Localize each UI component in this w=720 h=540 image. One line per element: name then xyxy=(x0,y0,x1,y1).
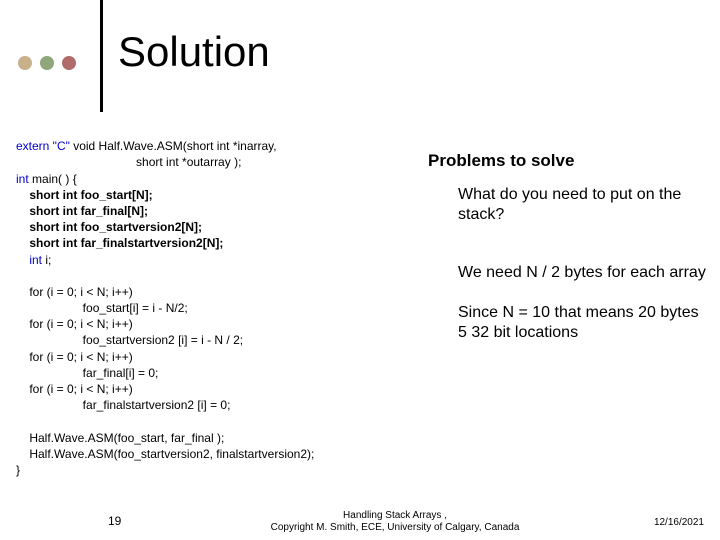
kw-int-main: int xyxy=(16,172,29,186)
title-divider xyxy=(100,0,103,112)
code-l7: short int far_finalstartversion2[N]; xyxy=(16,236,223,250)
code-forblk: for (i = 0; i < N; i++) foo_start[i] = i… xyxy=(16,285,243,412)
right-column: Problems to solve What do you need to pu… xyxy=(428,150,708,343)
problems-heading: Problems to solve xyxy=(428,150,708,171)
code-l6: short int foo_startversion2[N]; xyxy=(16,220,202,234)
bullet-1 xyxy=(18,56,32,70)
answer-2: Since N = 10 that means 20 bytes 5 32 bi… xyxy=(428,303,708,343)
slide: Solution extern "C" void Half.Wave.ASM(s… xyxy=(0,0,720,540)
bullet-3 xyxy=(62,56,76,70)
code-close: } xyxy=(16,463,20,477)
kw-int-i: int xyxy=(16,253,42,267)
code-calls: Half.Wave.ASM(foo_start, far_final ); Ha… xyxy=(16,431,314,461)
footer: 19 Handling Stack Arrays , Copyright M. … xyxy=(0,506,720,534)
footer-caption: Handling Stack Arrays , Copyright M. Smi… xyxy=(190,510,600,534)
question-text: What do you need to put on the stack? xyxy=(428,185,708,225)
footer-line2: Copyright M. Smith, ECE, University of C… xyxy=(190,522,600,534)
footer-date: 12/16/2021 xyxy=(654,517,704,528)
code-l5: short int far_final[N]; xyxy=(16,204,148,218)
page-number: 19 xyxy=(108,514,121,528)
code-l1b: void Half.Wave.ASM(short int *inarray, xyxy=(70,139,277,153)
code-l4: short int foo_start[N]; xyxy=(16,188,153,202)
answer-1: We need N / 2 bytes for each array xyxy=(428,263,708,283)
footer-line1: Handling Stack Arrays , xyxy=(190,510,600,522)
code-l8b: i; xyxy=(42,253,51,267)
slide-title: Solution xyxy=(118,28,270,76)
decorative-bullets xyxy=(18,56,76,70)
bullet-2 xyxy=(40,56,54,70)
code-l2: short int *outarray ); xyxy=(16,155,241,169)
code-block: extern "C" void Half.Wave.ASM(short int … xyxy=(16,122,314,494)
code-l3b: main( ) { xyxy=(29,172,77,186)
kw-extern: extern "C" xyxy=(16,139,70,153)
